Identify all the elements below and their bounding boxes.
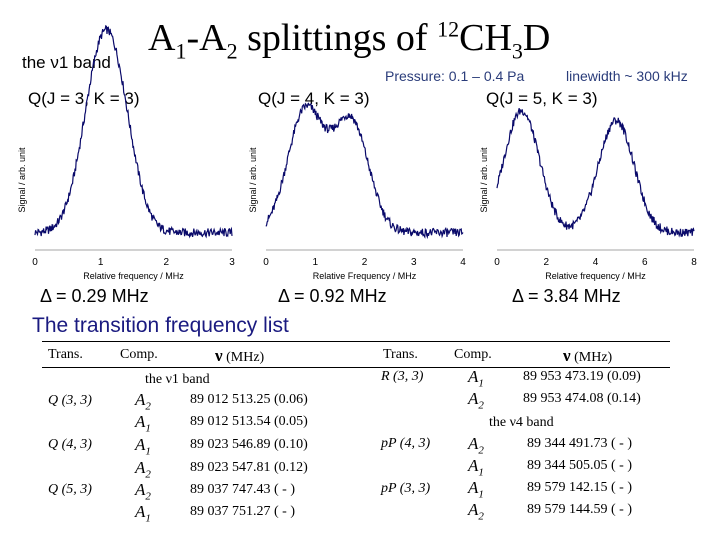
col-trans-right: Trans. (383, 347, 418, 362)
panel-label-2: Q(J = 4, K = 3) (258, 89, 370, 108)
title-dash: -A (186, 17, 227, 59)
nu4-row-frequency: 89 344 491.73 ( - ) (527, 436, 632, 451)
x-axis-label: Relative frequency / MHz (545, 271, 646, 281)
x-tick-label: 4 (593, 257, 599, 268)
col-comp-left: Comp. (120, 347, 158, 362)
x-axis-label: Relative Frequency / MHz (313, 271, 417, 281)
pressure-note: Pressure: 0.1 – 0.4 Pa (385, 68, 525, 84)
spectrum-trace-3 (496, 108, 695, 238)
nu1-row-component: A1 (135, 435, 151, 458)
spectrum-chart-2: 0 1 2 3 4 Relative Frequency / MHz Signal / ar… (248, 102, 466, 281)
nu1-row-frequency: 89 037 751.27 ( - ) (190, 504, 295, 519)
title-sub-1: 1 (175, 38, 187, 64)
title-mid: splittings of (237, 17, 438, 59)
nu1-row-component: A2 (135, 458, 151, 481)
nu1-row-component: A2 (135, 480, 151, 503)
x-tick-label: 3 (229, 257, 235, 268)
list-heading: The transition frequency list (32, 314, 289, 337)
table-top-rule (42, 341, 670, 342)
page-title: A1-A2 splittings of 12CH3D (148, 16, 550, 65)
splitting-1: Δ = 0.29 MHz (40, 286, 149, 306)
trans-r33: R (3, 3) (381, 369, 424, 384)
col-freq-left: ν (MHz) (215, 346, 264, 366)
x-tick-label: 4 (460, 257, 466, 268)
r33-row-component: A2 (468, 389, 484, 412)
nu4-row-component: A2 (468, 500, 484, 523)
spectrum-chart-3: 0 2 4 6 8 Relative frequency / MHz Signal / ar… (479, 108, 697, 281)
splitting-2: Δ = 0.92 MHz (278, 286, 387, 306)
spectra-charts: 0 1 2 3 Relative frequency / MHz Signal / arb… (17, 24, 697, 281)
y-axis-label: Signal / arb. unit (248, 147, 258, 213)
x-axis-label: Relative frequency / MHz (83, 271, 184, 281)
x-tick-label: 6 (642, 257, 648, 268)
x-tick-label: 3 (411, 257, 417, 268)
x-tick-label: 8 (691, 257, 697, 268)
nu1-band-heading: the ν1 band (145, 372, 210, 387)
trans-pp33: pP (3, 3) (381, 481, 431, 496)
table-header-rule (42, 367, 670, 368)
nu-unit: (MHz) (222, 350, 265, 365)
panel-label-1: Q(J = 3, K = 3) (28, 89, 140, 108)
nu1-row-frequency: 89 012 513.54 (0.05) (190, 414, 308, 429)
col-trans-left: Trans. (48, 347, 83, 362)
r33-row-frequency: 89 953 474.08 (0.14) (523, 391, 641, 406)
x-tick-label: 0 (494, 257, 500, 268)
nu1-row-component: A1 (135, 412, 151, 435)
nu-unit: (MHz) (570, 350, 613, 365)
x-tick-label: 2 (543, 257, 549, 268)
title-sub-3: 3 (511, 38, 523, 64)
title-ch: CH (459, 17, 512, 59)
nu1-row-frequency: 89 012 513.25 (0.06) (190, 392, 308, 407)
spectrum-trace-1 (34, 24, 233, 239)
x-tick-label: 1 (312, 257, 318, 268)
nu4-band-heading: the ν4 band (489, 415, 554, 430)
trans-q53: Q (5, 3) (48, 482, 92, 497)
splitting-3: Δ = 3.84 MHz (512, 286, 621, 306)
r33-row-frequency: 89 953 473.19 (0.09) (523, 369, 641, 384)
nu-symbol: ν (215, 346, 223, 365)
nu4-row-frequency: 89 344 505.05 ( - ) (527, 458, 632, 473)
trans-q33: Q (3, 3) (48, 393, 92, 408)
x-tick-label: 2 (164, 257, 170, 268)
trans-q43: Q (4, 3) (48, 437, 92, 452)
x-tick-label: 0 (32, 257, 38, 268)
title-a1: A (148, 17, 176, 59)
x-tick-label: 1 (98, 257, 104, 268)
title-sub-2: 2 (226, 38, 238, 64)
trans-pp43: pP (4, 3) (381, 436, 431, 451)
spectrum-trace-2 (265, 102, 464, 240)
panel-label-3: Q(J = 5, K = 3) (486, 89, 598, 108)
nu4-row-component: A1 (468, 456, 484, 479)
nu1-row-frequency: 89 023 546.89 (0.10) (190, 437, 308, 452)
nu4-row-component: A1 (468, 478, 484, 501)
col-comp-right: Comp. (454, 347, 492, 362)
x-tick-label: 0 (263, 257, 269, 268)
nu4-row-frequency: 89 579 142.15 ( - ) (527, 480, 632, 495)
r33-row-component: A1 (468, 367, 484, 390)
nu4-row-component: A2 (468, 434, 484, 457)
title-isotope: 12 (437, 16, 460, 42)
nu1-row-component: A1 (135, 502, 151, 525)
nu4-row-frequency: 89 579 144.59 ( - ) (527, 502, 632, 517)
title-d: D (522, 17, 551, 59)
nu-symbol: ν (563, 346, 571, 365)
nu1-row-component: A2 (135, 390, 151, 413)
y-axis-label: Signal / arb. unit (17, 147, 27, 213)
col-freq-right: ν (MHz) (563, 346, 612, 366)
nu1-row-frequency: 89 023 547.81 (0.12) (190, 460, 308, 475)
spectrum-chart-1: 0 1 2 3 Relative frequency / MHz Signal / arb… (17, 24, 235, 281)
nu1-row-frequency: 89 037 747.43 ( - ) (190, 482, 295, 497)
y-axis-label: Signal / arb. unit (479, 147, 489, 213)
band-label: the ν1 band (22, 53, 111, 72)
x-tick-label: 2 (362, 257, 368, 268)
linewidth-note: linewidth ~ 300 kHz (566, 68, 688, 84)
